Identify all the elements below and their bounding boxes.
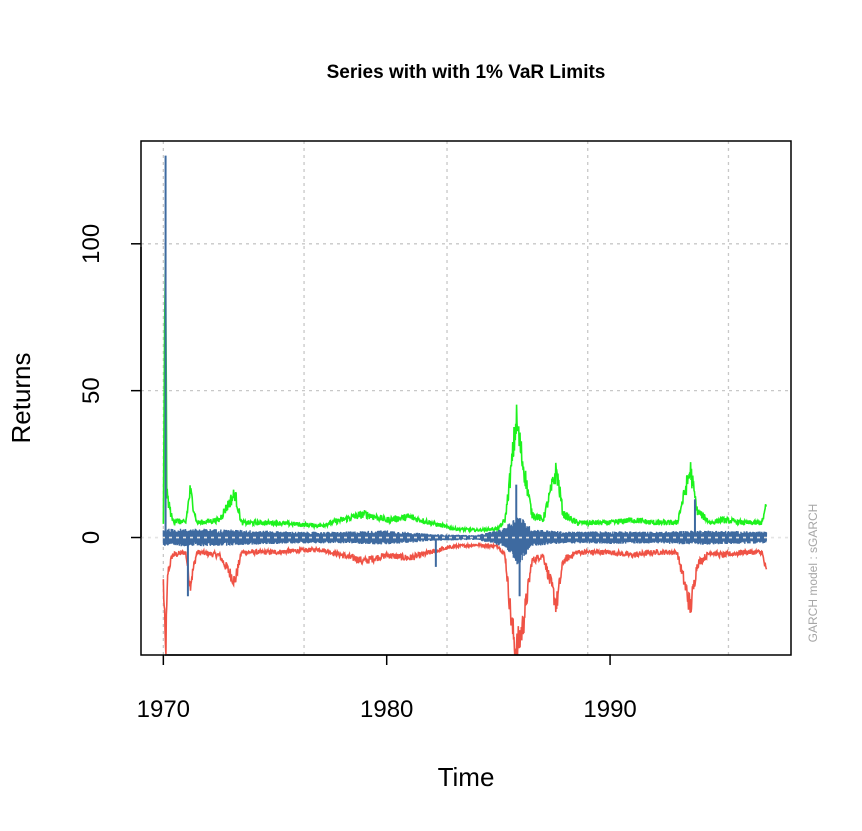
x-tick-label: 1980 xyxy=(360,696,413,723)
y-axis: 0 50 100 xyxy=(78,224,142,544)
grid xyxy=(141,141,791,655)
plot-frame xyxy=(140,140,792,656)
x-axis-label: Time xyxy=(438,762,495,792)
returns-series-line xyxy=(162,517,768,565)
plot-data xyxy=(162,155,768,655)
y-axis-label: Returns xyxy=(6,352,36,443)
x-tick-label: 1990 xyxy=(583,696,636,723)
y-tick-label: 0 xyxy=(78,531,105,544)
x-axis: 1970 1980 1990 xyxy=(137,654,637,723)
y-tick-label: 50 xyxy=(78,377,105,404)
y-tick-label: 100 xyxy=(78,224,105,264)
upper-var-limit-line xyxy=(162,253,768,534)
x-tick-label: 1970 xyxy=(137,696,190,723)
lower-var-limit-line xyxy=(162,541,768,655)
model-note: GARCH model : sGARCH xyxy=(806,504,820,643)
chart-title: Series with with 1% VaR Limits xyxy=(327,62,606,83)
